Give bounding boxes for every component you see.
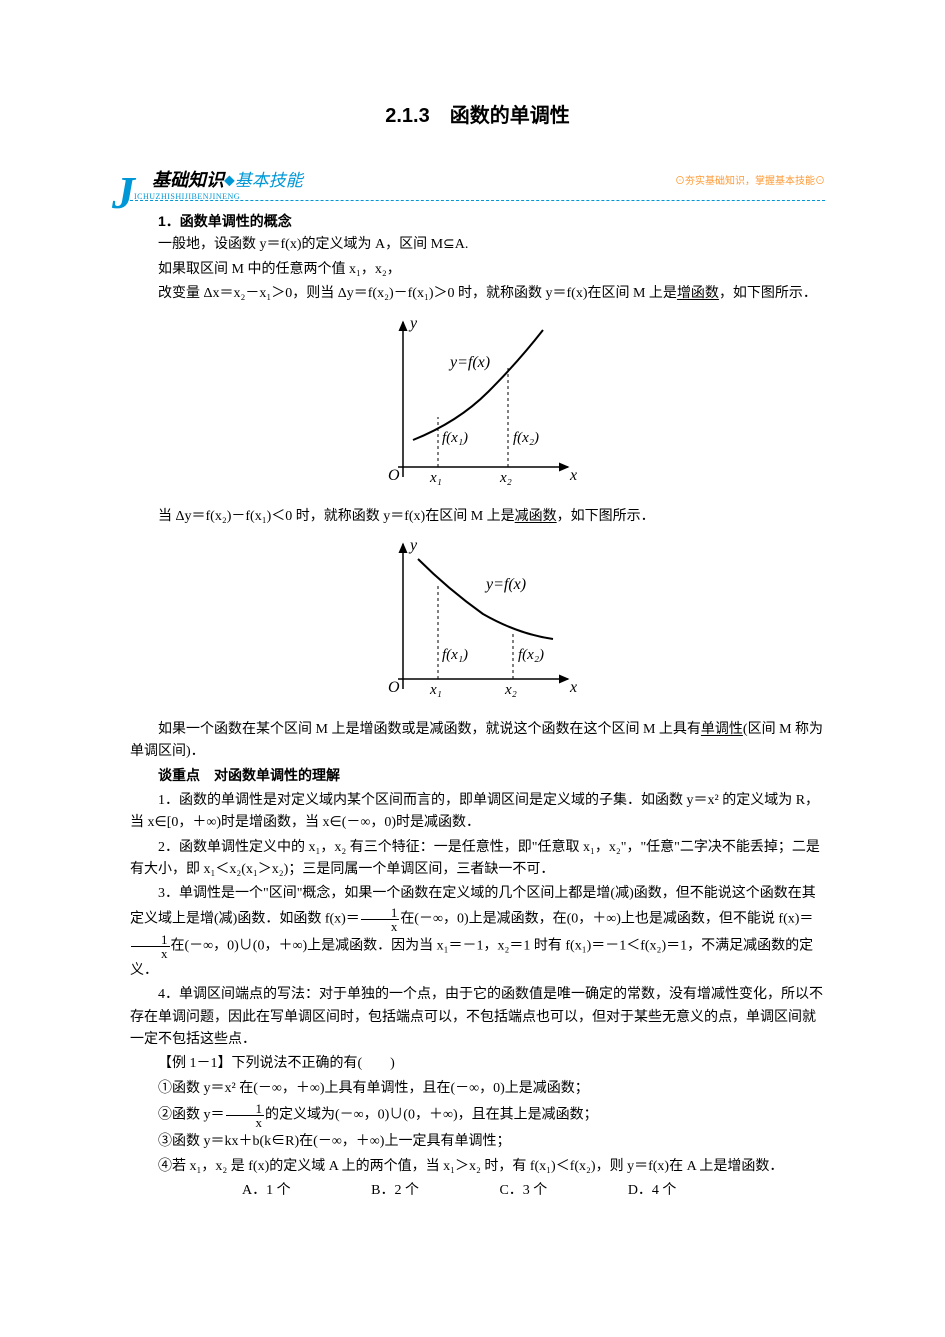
svg-text:x₂: x₂ [504, 682, 517, 698]
choice-d: D．4 个 [600, 1180, 677, 1202]
main-content: 1．函数单调性的概念 一般地，设函数 y＝f(x)的定义域为 A，区间 M⊆A.… [130, 210, 825, 1202]
fraction-icon: 1x [226, 1102, 265, 1129]
paragraph: 如果取区间 M 中的任意两个值 x₁，x₂， [130, 259, 825, 281]
choice-c: C．3 个 [471, 1180, 547, 1202]
figure-increasing: y x O y=f(x) x₁ x₂ f(x₁) f(x₂) [130, 312, 825, 500]
section1-title: 1．函数单调性的概念 [130, 210, 825, 232]
example-option: ①函数 y＝x² 在(－∞，＋∞)上具有单调性，且在(－∞，0)上是减函数； [130, 1078, 825, 1100]
fraction-icon: 1x [361, 906, 400, 933]
paragraph: 当 Δy＝f(x₂)－f(x₁)＜0 时，就称函数 y＝f(x)在区间 M 上是… [130, 506, 825, 528]
banner-right-note: ⊙夯实基础知识，掌握基本技能⊙ [675, 174, 825, 190]
svg-text:y: y [408, 315, 418, 332]
page-title: 2.1.3 函数的单调性 [130, 100, 825, 132]
svg-text:x₁: x₁ [429, 470, 442, 486]
fraction-icon: 1x [131, 933, 170, 960]
example-option: ③函数 y＝kx＋b(k∈R)在(－∞，＋∞)上一定具有单调性； [130, 1131, 825, 1153]
banner-decorative-j: J [112, 156, 135, 230]
svg-text:f(x₂): f(x₂) [513, 430, 539, 446]
keyword-monotonicity: 单调性 [701, 722, 743, 737]
keypoint-text: 3．单调性是一个"区间"概念，如果一个函数在定义域的几个区间上都是增(减)函数，… [130, 883, 825, 982]
keyword-decreasing: 减函数 [515, 509, 557, 524]
choice-a: A．1 个 [214, 1180, 291, 1202]
svg-text:x₂: x₂ [499, 470, 512, 486]
figure-decreasing: y x O y=f(x) x₁ x₂ f(x₁) f(x₂) [130, 534, 825, 712]
svg-text:f(x₁): f(x₁) [442, 430, 468, 446]
svg-text:x₁: x₁ [429, 682, 442, 698]
svg-text:x: x [569, 679, 577, 696]
svg-text:y=f(x): y=f(x) [484, 576, 526, 593]
svg-text:O: O [388, 467, 400, 484]
page: 2.1.3 函数的单调性 J 基础知识◆基本技能 ICHUZHISHIJIBEN… [0, 0, 945, 1337]
svg-text:y: y [408, 537, 418, 554]
svg-text:y=f(x): y=f(x) [448, 354, 490, 371]
answer-choices: A．1 个 B．2 个 C．3 个 D．4 个 [130, 1180, 825, 1202]
example-option: ②函数 y＝1x的定义域为(－∞，0)∪(0，＋∞)，且在其上是减函数； [130, 1102, 825, 1129]
keypoint-text: 2．函数单调性定义中的 x₁，x₂ 有三个特征：一是任意性，即"任意取 x₁，x… [130, 837, 825, 882]
svg-text:O: O [388, 679, 400, 696]
svg-text:x: x [569, 467, 577, 484]
paragraph: 一般地，设函数 y＝f(x)的定义域为 A，区间 M⊆A. [130, 234, 825, 256]
svg-text:f(x₁): f(x₁) [442, 647, 468, 663]
keypoint-text: 1．函数的单调性是对定义域内某个区间而言的，即单调区间是定义域的子集．如函数 y… [130, 790, 825, 835]
banner-divider [130, 200, 825, 202]
keyword-increasing: 增函数 [677, 286, 719, 301]
example-option: ④若 x₁，x₂ 是 f(x)的定义域 A 上的两个值，当 x₁＞x₂ 时，有 … [130, 1156, 825, 1178]
keypoint-text: 4．单调区间端点的写法：对于单独的一个点，由于它的函数值是唯一确定的常数，没有增… [130, 984, 825, 1051]
keypoint-title: 谈重点 对函数单调性的理解 [130, 766, 825, 788]
section-banner: J 基础知识◆基本技能 ICHUZHISHIJIBENJINENG ⊙夯实基础知… [130, 172, 825, 204]
svg-text:f(x₂): f(x₂) [518, 647, 544, 663]
choice-b: B．2 个 [343, 1180, 419, 1202]
paragraph: 改变量 Δx＝x₂－x₁＞0，则当 Δy＝f(x₂)－f(x₁)＞0 时，就称函… [130, 283, 825, 305]
paragraph: 如果一个函数在某个区间 M 上是增函数或是减函数，就说这个函数在这个区间 M 上… [130, 719, 825, 764]
example-title: 【例 1－1】下列说法不正确的有( ) [130, 1053, 825, 1075]
